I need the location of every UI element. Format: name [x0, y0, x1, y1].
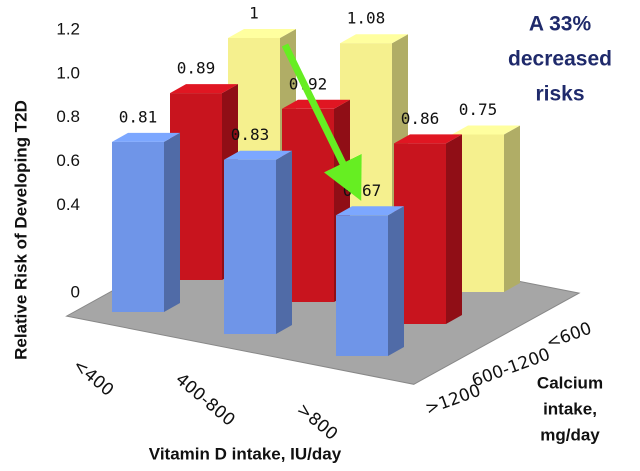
bar-top [452, 125, 520, 135]
bar-top [336, 206, 404, 216]
x-tick-label: >800 [293, 399, 342, 444]
bar-top [394, 134, 462, 144]
bar-front [112, 141, 164, 312]
bar [224, 150, 292, 334]
bar [336, 206, 404, 356]
value-label: 0.89 [177, 59, 216, 78]
y-axis-label: Relative Risk of Developing T2D [11, 100, 30, 360]
bar-front [336, 215, 388, 356]
value-label: 0.67 [343, 181, 382, 200]
bar-top [340, 34, 408, 44]
bar-front [224, 159, 276, 334]
y-tick-label: 1.0 [56, 63, 80, 82]
z-axis-label: intake, [543, 399, 597, 418]
value-label: 0.86 [401, 109, 440, 128]
bar [394, 134, 462, 324]
value-label: 1 [249, 4, 259, 23]
x-axis-label: Vitamin D intake, IU/day [149, 444, 342, 463]
value-label: 0.75 [459, 100, 498, 119]
value-label: 0.83 [231, 125, 270, 144]
bar-top [170, 84, 238, 94]
x-tick-label: <400 [69, 355, 118, 400]
annotation: risks [535, 83, 584, 106]
y-tick-label: 0.4 [56, 195, 80, 214]
bar-side [164, 132, 180, 312]
bar [452, 125, 520, 292]
bar-side [388, 206, 404, 356]
annotation: decreased [508, 48, 612, 71]
y-tick-label: 0 [71, 282, 80, 301]
bar-side [276, 150, 292, 334]
bar [112, 132, 180, 312]
bar-top [224, 150, 292, 160]
bar-top [112, 132, 180, 142]
series-label: <600 [544, 319, 595, 354]
annotation: A 33% [529, 13, 592, 36]
y-tick-label: 1.2 [56, 19, 80, 38]
bar-side [446, 134, 462, 324]
arrow [281, 43, 362, 201]
value-label: 1.08 [347, 9, 386, 28]
x-tick-label: 400-800 [171, 370, 238, 431]
y-tick-label: 0.6 [56, 151, 80, 170]
z-axis-label: mg/day [540, 425, 600, 444]
y-tick-label: 0.8 [56, 107, 80, 126]
z-axis-label: Calcium [537, 373, 603, 392]
bar-side [504, 125, 520, 292]
bar-top [228, 29, 296, 38]
value-label: 0.81 [119, 107, 158, 126]
